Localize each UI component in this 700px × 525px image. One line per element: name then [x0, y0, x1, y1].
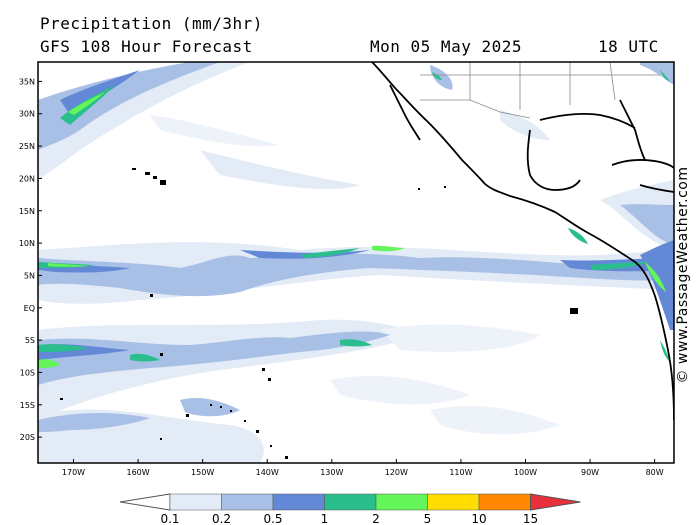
latitude-label: 5N	[24, 271, 35, 280]
precipitation-field	[38, 62, 674, 463]
colorbar-segment	[169, 493, 222, 511]
longitude-label: 140W	[256, 468, 279, 477]
longitude-label: 90W	[581, 468, 599, 477]
coastline	[371, 62, 674, 421]
colorbar-label: 1	[321, 512, 329, 525]
country-borders	[420, 62, 660, 119]
colorbar-min-arrow	[119, 493, 171, 511]
forecast-date: Mon 05 May 2025	[370, 37, 522, 56]
map-frame	[37, 61, 675, 464]
colorbar-label: 0.5	[263, 512, 282, 525]
pacific-islands	[60, 168, 578, 459]
colorbar-segment	[427, 493, 480, 511]
colorbar-segment	[478, 493, 531, 511]
latitude-label: 5S	[25, 336, 35, 345]
colorbar-segment	[375, 493, 428, 511]
longitude-label: 130W	[320, 468, 343, 477]
latitude-axis: 35N 30N 25N 20N 15N 10N 5N EQ 5S 10S 15S 20S	[19, 77, 42, 442]
colorbar-label: 2	[372, 512, 380, 525]
chart-title: Precipitation (mm/3hr)	[40, 14, 263, 33]
colorbar-segment	[324, 493, 377, 511]
latitude-label: 10N	[19, 239, 35, 248]
colorbar-label: 15	[523, 512, 538, 525]
latitude-label: 35N	[19, 77, 35, 86]
latitude-label: 20N	[19, 174, 35, 183]
forecast-time: 18 UTC	[598, 37, 659, 56]
colorbar-label: 10	[471, 512, 486, 525]
colorbar-label: 5	[424, 512, 432, 525]
precipitation-colorbar: 0.1 0.2 0.5 1 2 5 10 15	[119, 493, 581, 525]
colorbar-segment	[272, 493, 325, 511]
longitude-label: 80W	[646, 468, 664, 477]
latitude-label: 30N	[19, 110, 35, 119]
longitude-label: 160W	[126, 468, 149, 477]
longitude-label: 100W	[514, 468, 537, 477]
forecast-model: GFS 108 Hour Forecast	[40, 37, 253, 56]
longitude-label: 150W	[191, 468, 214, 477]
latitude-label: EQ	[24, 304, 35, 313]
latitude-label: 25N	[19, 142, 35, 151]
longitude-label: 170W	[62, 468, 85, 477]
longitude-axis: 170W 160W 150W 140W 130W 120W 110W 100W 90W 80W	[62, 459, 664, 477]
latitude-label: 15S	[20, 401, 35, 410]
longitude-label: 120W	[385, 468, 408, 477]
latitude-label: 15N	[19, 207, 35, 216]
latitude-label: 10S	[20, 368, 35, 377]
colorbar-label: 0.1	[160, 512, 179, 525]
colorbar-label: 0.2	[212, 512, 231, 525]
colorbar-segment	[221, 493, 274, 511]
latitude-label: 20S	[20, 433, 35, 442]
longitude-label: 110W	[449, 468, 472, 477]
copyright-notice: © www.PassageWeather.com	[675, 166, 691, 384]
colorbar-max-arrow	[530, 493, 581, 511]
